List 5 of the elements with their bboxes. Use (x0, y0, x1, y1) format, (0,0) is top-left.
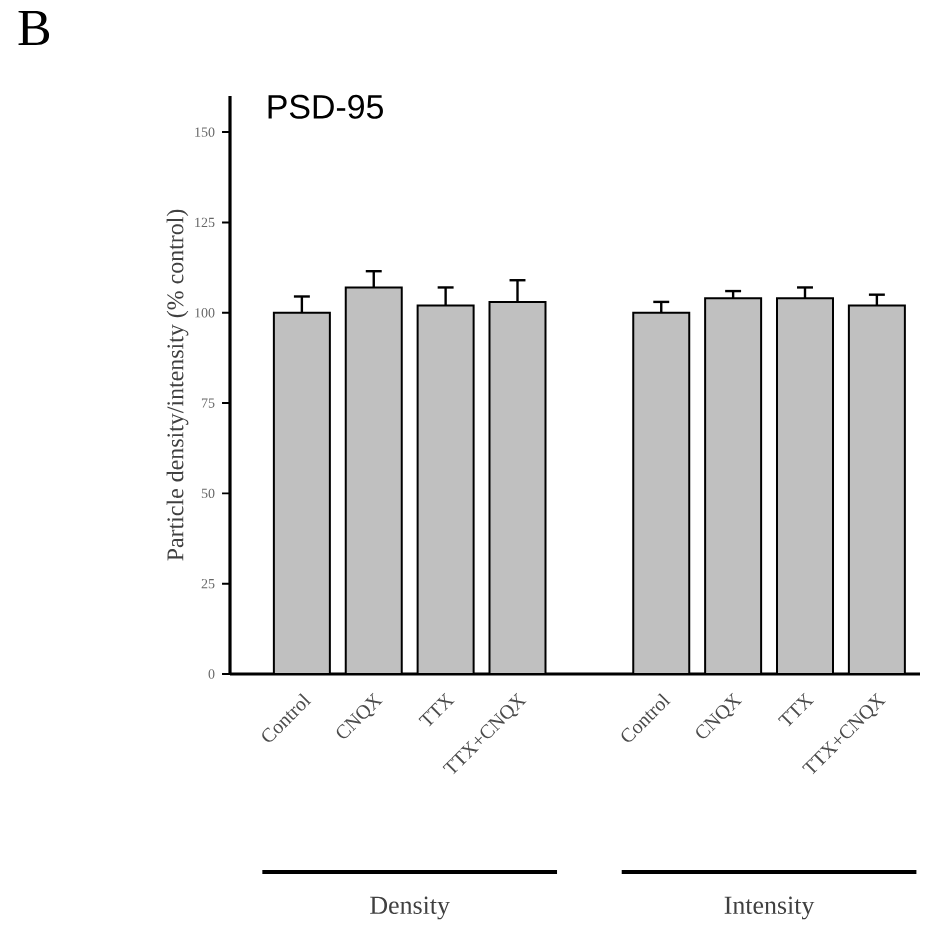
text: Intensity (724, 896, 815, 920)
chart-title: PSD-95 (268, 94, 383, 119)
y-axis-title: Particle density/intensity (% control) (166, 209, 189, 561)
text: B (18, 11, 50, 46)
text: Density (370, 896, 450, 920)
